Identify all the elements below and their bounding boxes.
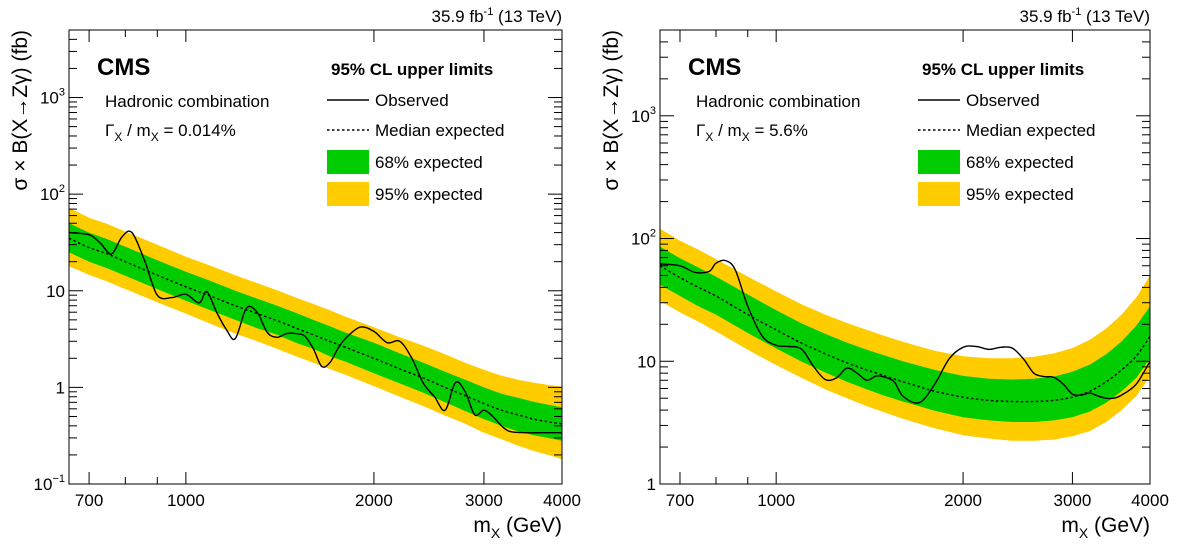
- plot-area: [69, 207, 562, 460]
- experiment-label: CMS: [688, 54, 741, 81]
- x-tick-label: 2000: [355, 491, 393, 510]
- info-line-1: Hadronic combination: [105, 92, 269, 111]
- y-tick-label: 10: [46, 282, 65, 301]
- width-ratio-value: = 0.014%: [159, 121, 236, 140]
- y-tick-label: 10−1: [34, 473, 65, 494]
- x-tick-label: 1000: [757, 491, 795, 510]
- y-tick-base: 10: [631, 230, 650, 249]
- mass-subscript: X: [742, 130, 750, 144]
- lumi-value: 35.9 fb: [432, 7, 484, 26]
- y-tick-base: 10: [46, 282, 65, 301]
- x-axis-subscript: X: [1079, 525, 1089, 541]
- y-tick-exponent: −1: [52, 473, 65, 485]
- luminosity-label: 35.9 fb-1 (13 TeV): [432, 6, 562, 26]
- plot-area: [660, 228, 1150, 441]
- y-tick-label: 1: [56, 378, 65, 397]
- y-tick-label: 1: [647, 475, 656, 494]
- y-axis-title: σ × B(X→Zγ) (fb): [600, 30, 623, 191]
- legend-95-swatch: [918, 182, 960, 206]
- legend-68-swatch: [327, 150, 369, 174]
- observed-line: [69, 230, 562, 434]
- info-line-1: Hadronic combination: [696, 92, 860, 111]
- legend-observed-label: Observed: [375, 91, 449, 110]
- lumi-exponent: -1: [484, 6, 494, 18]
- y-tick-base: 10: [631, 107, 650, 126]
- legend-95-label: 95% expected: [375, 185, 483, 204]
- x-tick-label: 1000: [167, 491, 205, 510]
- legend-median-label: Median expected: [375, 121, 504, 140]
- y-tick-label: 102: [40, 183, 65, 204]
- y-tick-exponent: 3: [650, 105, 656, 117]
- gamma-symbol: Γ: [105, 121, 114, 140]
- y-axis-title: σ × B(X→Zγ) (fb): [9, 30, 32, 191]
- y-tick-base: 10: [40, 185, 59, 204]
- plot-frame: [68, 29, 563, 485]
- y-tick-base: 1: [56, 378, 65, 397]
- median-expected-line: [660, 265, 1150, 403]
- x-axis-symbol: m: [1061, 514, 1079, 537]
- gamma-subscript: X: [114, 130, 122, 144]
- width-ratio-label: ΓX / mX = 5.6%: [696, 121, 808, 144]
- x-tick-label: 4000: [1131, 491, 1169, 510]
- x-axis-unit: (GeV): [1088, 514, 1150, 537]
- width-ratio-value: = 5.6%: [750, 121, 808, 140]
- band-68-expected: [69, 223, 562, 441]
- mass-symbol: / m: [713, 121, 741, 140]
- x-axis-subscript: X: [491, 525, 501, 541]
- x-axis-title: mX (GeV): [1061, 514, 1150, 541]
- y-tick-exponent: 3: [59, 87, 65, 99]
- gamma-symbol: Γ: [696, 121, 705, 140]
- x-tick-label: 700: [75, 491, 103, 510]
- energy-label: (13 TeV): [493, 7, 562, 26]
- legend-observed-label: Observed: [966, 91, 1040, 110]
- x-tick-label: 3000: [465, 491, 503, 510]
- y-tick-label: 103: [631, 105, 656, 126]
- legend-95-label: 95% expected: [966, 185, 1074, 204]
- lumi-exponent: -1: [1072, 6, 1082, 18]
- legend-68-label: 68% expected: [966, 153, 1074, 172]
- legend-68-label: 68% expected: [375, 153, 483, 172]
- lumi-value: 35.9 fb: [1020, 7, 1072, 26]
- x-tick-label: 4000: [543, 491, 581, 510]
- legend-title: 95% CL upper limits: [331, 60, 493, 79]
- energy-label: (13 TeV): [1081, 7, 1150, 26]
- y-tick-base: 1: [647, 475, 656, 494]
- mass-subscript: X: [151, 130, 159, 144]
- x-axis-title: mX (GeV): [473, 514, 562, 541]
- plot-frame: [659, 29, 1151, 485]
- x-tick-label: 2000: [944, 491, 982, 510]
- luminosity-label: 35.9 fb-1 (13 TeV): [1020, 6, 1150, 26]
- x-axis-symbol: m: [473, 514, 491, 537]
- mass-symbol: / m: [122, 121, 150, 140]
- x-axis-unit: (GeV): [500, 514, 562, 537]
- y-tick-exponent: 2: [650, 228, 656, 240]
- x-tick-label: 700: [666, 491, 694, 510]
- legend-median-label: Median expected: [966, 121, 1095, 140]
- width-ratio-label: ΓX / mX = 0.014%: [105, 121, 236, 144]
- legend-68-swatch: [918, 150, 960, 174]
- y-tick-base: 10: [40, 89, 59, 108]
- gamma-subscript: X: [705, 130, 713, 144]
- y-tick-base: 10: [34, 475, 53, 494]
- legend-title: 95% CL upper limits: [922, 60, 1084, 79]
- legend-95-swatch: [327, 182, 369, 206]
- observed-line: [660, 259, 1150, 404]
- band-68-expected: [660, 246, 1150, 422]
- median-expected-line: [69, 237, 562, 425]
- experiment-label: CMS: [97, 54, 150, 81]
- y-tick-exponent: 2: [59, 183, 65, 195]
- y-tick-label: 103: [40, 87, 65, 108]
- x-tick-label: 3000: [1054, 491, 1092, 510]
- y-tick-label: 102: [631, 228, 656, 249]
- y-tick-base: 10: [637, 352, 656, 371]
- y-tick-label: 10: [637, 352, 656, 371]
